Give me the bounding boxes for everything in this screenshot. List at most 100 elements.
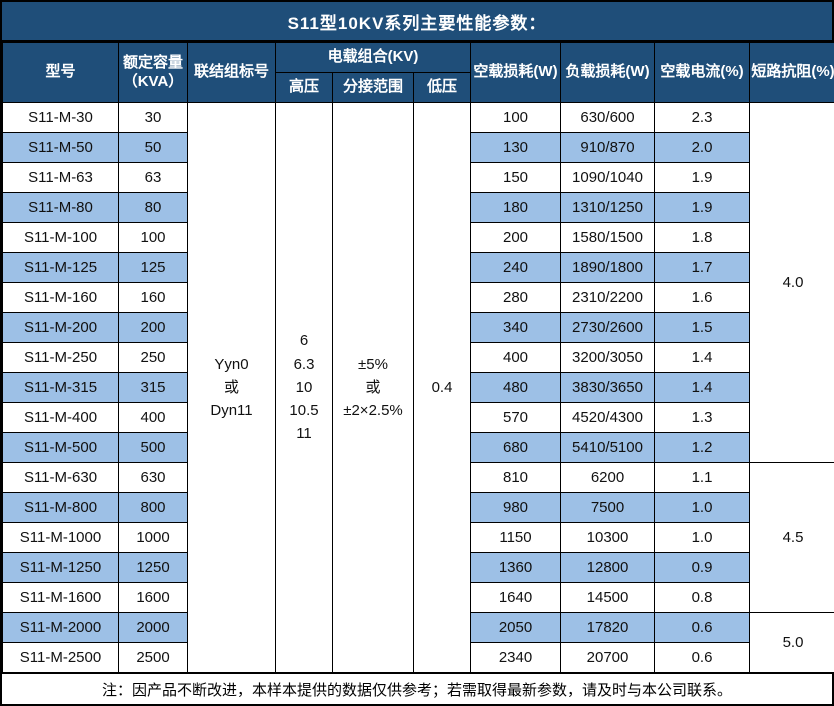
table-row: S11-M-30 30 Yyn0 或 Dyn11 6 6.3 10 10.5 11 ±5% 或 ±2×2… xyxy=(2,102,834,673)
hv-cell: 6 6.3 10 10.5 11 xyxy=(275,102,333,673)
capacity-cell: 1000 xyxy=(118,522,188,553)
model-cell: S11-M-50 xyxy=(2,132,119,163)
impedance-cell: 5.0 xyxy=(749,612,834,673)
no-load-loss-cell: 400 xyxy=(470,342,561,373)
load-loss-cell: 1090/1040 xyxy=(560,162,655,193)
no-load-loss-cell: 130 xyxy=(470,132,561,163)
col-header-no-load-current: 空载电流(%) xyxy=(654,42,750,103)
capacity-cell: 1250 xyxy=(118,552,188,583)
model-cell: S11-M-2500 xyxy=(2,642,119,673)
no-load-current-cell: 1.2 xyxy=(654,432,750,463)
table-header: 型号 额定容量 （KVA） 联结组标号 电载组合(KV) 空载损耗(W) 负载损… xyxy=(2,42,834,103)
no-load-current-cell: 1.6 xyxy=(654,282,750,313)
model-cell: S11-M-250 xyxy=(2,342,119,373)
col-header-capacity-line2: （KVA） xyxy=(122,72,184,90)
load-loss-cell: 6200 xyxy=(560,462,655,493)
page-title: S11型10KV系列主要性能参数： xyxy=(2,2,832,42)
load-loss-cell: 1890/1800 xyxy=(560,252,655,283)
no-load-loss-cell: 810 xyxy=(470,462,561,493)
capacity-cell: 630 xyxy=(118,462,188,493)
no-load-loss-cell: 1640 xyxy=(470,582,561,613)
load-loss-cell: 17820 xyxy=(560,612,655,643)
impedance-cell: 4.0 xyxy=(749,102,834,463)
capacity-cell: 63 xyxy=(118,162,188,193)
col-header-impedance: 短路抗阻(%) xyxy=(749,42,834,103)
capacity-cell: 125 xyxy=(118,252,188,283)
no-load-loss-cell: 680 xyxy=(470,432,561,463)
no-load-loss-cell: 340 xyxy=(470,312,561,343)
no-load-current-cell: 1.4 xyxy=(654,372,750,403)
col-header-voltage-combo: 电载组合(KV) xyxy=(275,42,471,73)
capacity-cell: 500 xyxy=(118,432,188,463)
no-load-loss-cell: 240 xyxy=(470,252,561,283)
table-row: S11-M-80 80 180 1310/1250 1.9 xyxy=(2,192,834,223)
capacity-cell: 160 xyxy=(118,282,188,313)
no-load-current-cell: 1.5 xyxy=(654,312,750,343)
no-load-current-cell: 2.0 xyxy=(654,132,750,163)
connection-group-cell: Yyn0 或 Dyn11 xyxy=(187,102,276,673)
capacity-cell: 2000 xyxy=(118,612,188,643)
capacity-cell: 800 xyxy=(118,492,188,523)
no-load-loss-cell: 2340 xyxy=(470,642,561,673)
lv-cell: 0.4 xyxy=(413,102,471,673)
model-cell: S11-M-80 xyxy=(2,192,119,223)
no-load-current-cell: 1.9 xyxy=(654,192,750,223)
model-cell: S11-M-500 xyxy=(2,432,119,463)
header-row-1: 型号 额定容量 （KVA） 联结组标号 电载组合(KV) 空载损耗(W) 负载损… xyxy=(2,42,834,103)
no-load-current-cell: 1.3 xyxy=(654,402,750,433)
no-load-loss-cell: 180 xyxy=(470,192,561,223)
no-load-current-cell: 0.6 xyxy=(654,642,750,673)
load-loss-cell: 2310/2200 xyxy=(560,282,655,313)
model-cell: S11-M-630 xyxy=(2,462,119,493)
no-load-current-cell: 1.9 xyxy=(654,162,750,193)
table-row: S11-M-800 800 980 7500 1.0 xyxy=(2,492,834,523)
load-loss-cell: 1310/1250 xyxy=(560,192,655,223)
no-load-loss-cell: 2050 xyxy=(470,612,561,643)
capacity-cell: 250 xyxy=(118,342,188,373)
capacity-cell: 100 xyxy=(118,222,188,253)
load-loss-cell: 12800 xyxy=(560,552,655,583)
load-loss-cell: 2730/2600 xyxy=(560,312,655,343)
model-cell: S11-M-2000 xyxy=(2,612,119,643)
capacity-cell: 30 xyxy=(118,102,188,133)
model-cell: S11-M-63 xyxy=(2,162,119,193)
table-row: S11-M-1250 1250 1360 12800 0.9 xyxy=(2,552,834,583)
load-loss-cell: 5410/5100 xyxy=(560,432,655,463)
capacity-cell: 200 xyxy=(118,312,188,343)
spec-table: 型号 额定容量 （KVA） 联结组标号 电载组合(KV) 空载损耗(W) 负载损… xyxy=(2,42,834,673)
load-loss-cell: 630/600 xyxy=(560,102,655,133)
table-row: S11-M-630 630 810 6200 1.1 4.5 xyxy=(2,462,834,613)
load-loss-cell: 1580/1500 xyxy=(560,222,655,253)
table-row: S11-M-200 200 340 2730/2600 1.5 xyxy=(2,312,834,343)
table-row: S11-M-125 125 240 1890/1800 1.7 xyxy=(2,252,834,283)
load-loss-cell: 4520/4300 xyxy=(560,402,655,433)
no-load-loss-cell: 1360 xyxy=(470,552,561,583)
col-header-capacity: 额定容量 （KVA） xyxy=(118,42,188,103)
model-cell: S11-M-30 xyxy=(2,102,119,133)
no-load-loss-cell: 570 xyxy=(470,402,561,433)
no-load-loss-cell: 1150 xyxy=(470,522,561,553)
capacity-cell: 400 xyxy=(118,402,188,433)
model-cell: S11-M-1000 xyxy=(2,522,119,553)
table-body: S11-M-30 30 Yyn0 或 Dyn11 6 6.3 10 10.5 11 ±5% 或 ±2×2… xyxy=(2,102,834,673)
no-load-current-cell: 0.9 xyxy=(654,552,750,583)
model-cell: S11-M-1600 xyxy=(2,582,119,613)
header-row-2: 高压 分接范围 低压 xyxy=(3,72,834,103)
col-header-lv: 低压 xyxy=(413,72,471,103)
load-loss-cell: 3200/3050 xyxy=(560,342,655,373)
no-load-loss-cell: 980 xyxy=(470,492,561,523)
model-cell: S11-M-160 xyxy=(2,282,119,313)
model-cell: S11-M-315 xyxy=(2,372,119,403)
no-load-loss-cell: 200 xyxy=(470,222,561,253)
no-load-current-cell: 1.4 xyxy=(654,342,750,373)
load-loss-cell: 20700 xyxy=(560,642,655,673)
load-loss-cell: 3830/3650 xyxy=(560,372,655,403)
no-load-loss-cell: 480 xyxy=(470,372,561,403)
capacity-cell: 50 xyxy=(118,132,188,163)
model-cell: S11-M-400 xyxy=(2,402,119,433)
col-header-load-loss: 负载损耗(W) xyxy=(560,42,655,103)
table-row: S11-M-1600 1600 1640 14500 0.8 xyxy=(2,582,834,613)
impedance-cell: 4.5 xyxy=(749,462,834,613)
no-load-current-cell: 1.8 xyxy=(654,222,750,253)
